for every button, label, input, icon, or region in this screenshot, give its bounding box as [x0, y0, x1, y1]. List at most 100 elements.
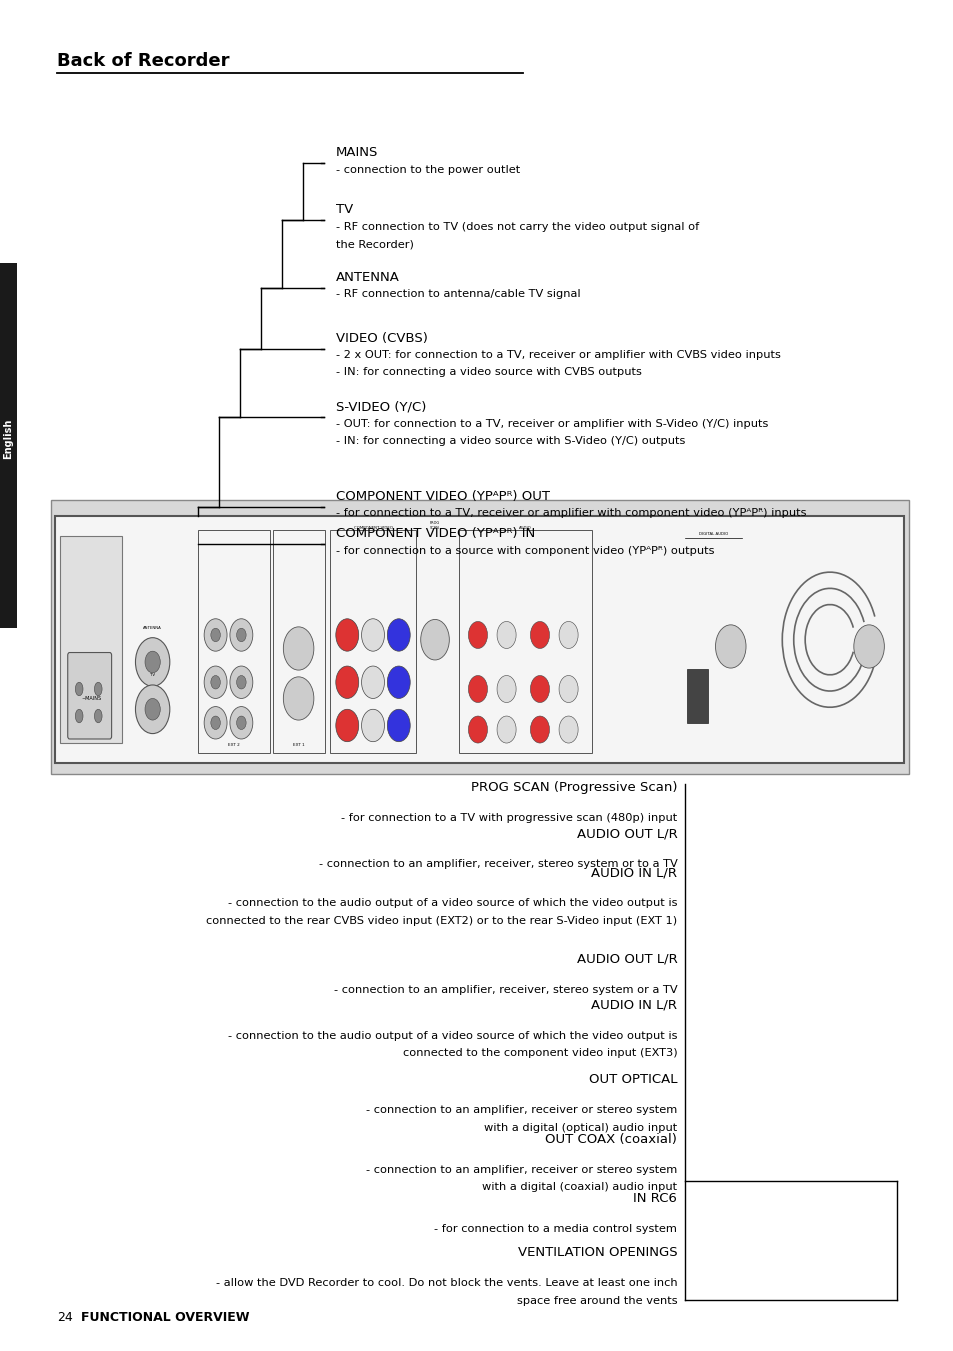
Text: - for connection to a source with component video (YPᴬPᴿ) outputs: - for connection to a source with compon… [335, 546, 714, 555]
Text: - connection to an amplifier, receiver, stereo system or a TV: - connection to an amplifier, receiver, … [334, 985, 677, 994]
Text: TV: TV [335, 203, 353, 216]
Circle shape [387, 619, 410, 651]
Text: MAINS: MAINS [335, 146, 377, 159]
Circle shape [387, 709, 410, 742]
Text: AUDIO OUT L/R: AUDIO OUT L/R [576, 827, 677, 840]
Text: - connection to the audio output of a video source of which the video output is: - connection to the audio output of a vi… [228, 898, 677, 908]
Circle shape [558, 621, 578, 648]
Circle shape [361, 666, 384, 698]
Circle shape [283, 627, 314, 670]
Text: - connection to the audio output of a video source of which the video output is: - connection to the audio output of a vi… [228, 1031, 677, 1040]
Bar [60, 536, 122, 743]
Text: - for connection to a media control system: - for connection to a media control syst… [434, 1224, 677, 1233]
Circle shape [530, 676, 549, 703]
Circle shape [361, 709, 384, 742]
Text: - OUT: for connection to a TV, receiver or amplifier with S-Video (Y/C) inputs: - OUT: for connection to a TV, receiver … [335, 419, 767, 428]
Text: English: English [4, 419, 13, 459]
Text: connected to the rear CVBS video input (EXT2) or to the rear S-Video input (EXT : connected to the rear CVBS video input (… [206, 916, 677, 925]
Text: OUT OPTICAL: OUT OPTICAL [588, 1073, 677, 1086]
Ellipse shape [94, 709, 102, 723]
Text: FUNCTIONAL OVERVIEW: FUNCTIONAL OVERVIEW [81, 1310, 250, 1324]
Circle shape [211, 676, 220, 689]
Text: AUDIO IN L/R: AUDIO IN L/R [591, 866, 677, 880]
Bar [55, 516, 903, 763]
Bar [330, 530, 416, 753]
Circle shape [468, 621, 487, 648]
Text: - RF connection to antenna/cable TV signal: - RF connection to antenna/cable TV sign… [335, 289, 579, 299]
Circle shape [236, 716, 246, 730]
Circle shape [715, 626, 745, 669]
Circle shape [335, 709, 358, 742]
Circle shape [497, 621, 516, 648]
Text: the Recorder): the Recorder) [335, 239, 414, 249]
Circle shape [211, 628, 220, 642]
Text: - connection to an amplifier, receiver or stereo system: - connection to an amplifier, receiver o… [366, 1105, 677, 1115]
Circle shape [230, 619, 253, 651]
Text: connected to the component video input (EXT3): connected to the component video input (… [402, 1048, 677, 1058]
Bar [273, 530, 325, 753]
Circle shape [361, 619, 384, 651]
Text: COMPONENT VIDEO (YPᴬPᴿ) OUT: COMPONENT VIDEO (YPᴬPᴿ) OUT [335, 489, 549, 503]
Circle shape [204, 707, 227, 739]
Text: TV: TV [150, 673, 155, 677]
Text: - RF connection to TV (does not carry the video output signal of: - RF connection to TV (does not carry th… [335, 222, 699, 231]
Text: PROG SCAN (Progressive Scan): PROG SCAN (Progressive Scan) [471, 781, 677, 794]
Text: ANTENNA: ANTENNA [335, 270, 399, 284]
Circle shape [468, 676, 487, 703]
Text: ~MAINS: ~MAINS [81, 696, 102, 701]
Text: - 2 x OUT: for connection to a TV, receiver or amplifier with CVBS video inputs: - 2 x OUT: for connection to a TV, recei… [335, 350, 780, 359]
Circle shape [387, 666, 410, 698]
Text: with a digital (optical) audio input: with a digital (optical) audio input [483, 1123, 677, 1132]
Circle shape [530, 621, 549, 648]
Text: - connection to an amplifier, receiver, stereo system or to a TV: - connection to an amplifier, receiver, … [318, 859, 677, 869]
Bar [458, 530, 592, 753]
Circle shape [468, 716, 487, 743]
Circle shape [853, 626, 883, 669]
Circle shape [135, 638, 170, 686]
Text: - for connection to a TV, receiver or amplifier with component video (YPᴬPᴿ) inp: - for connection to a TV, receiver or am… [335, 508, 805, 517]
Text: VIDEO (CVBS): VIDEO (CVBS) [335, 331, 427, 345]
Text: DIGITAL AUDIO: DIGITAL AUDIO [699, 532, 727, 536]
Text: 24: 24 [57, 1310, 73, 1324]
Bar [198, 530, 270, 753]
Circle shape [335, 619, 358, 651]
Text: - IN: for connecting a video source with CVBS outputs: - IN: for connecting a video source with… [335, 367, 641, 377]
Text: AUDIO IN L/R: AUDIO IN L/R [591, 998, 677, 1012]
Circle shape [145, 698, 160, 720]
Circle shape [335, 666, 358, 698]
Circle shape [135, 685, 170, 734]
Text: Back of Recorder: Back of Recorder [57, 53, 230, 70]
Bar [0, 263, 17, 628]
Text: - IN: for connecting a video source with S-Video (Y/C) outputs: - IN: for connecting a video source with… [335, 436, 684, 446]
Text: AUDIO: AUDIO [518, 526, 532, 530]
Text: S-VIDEO (Y/C): S-VIDEO (Y/C) [335, 400, 426, 413]
Circle shape [204, 666, 227, 698]
Bar [686, 669, 707, 723]
FancyBboxPatch shape [68, 653, 112, 739]
Ellipse shape [75, 682, 83, 696]
Text: with a digital (coaxial) audio input: with a digital (coaxial) audio input [481, 1182, 677, 1192]
Text: VENTILATION OPENINGS: VENTILATION OPENINGS [517, 1246, 677, 1259]
Text: PROG
SCAN: PROG SCAN [430, 521, 439, 530]
Ellipse shape [94, 682, 102, 696]
Circle shape [236, 628, 246, 642]
Text: - connection to an amplifier, receiver or stereo system: - connection to an amplifier, receiver o… [366, 1165, 677, 1174]
Circle shape [558, 716, 578, 743]
Circle shape [236, 676, 246, 689]
Text: IN RC6: IN RC6 [633, 1192, 677, 1205]
Text: space free around the vents: space free around the vents [517, 1296, 677, 1305]
Circle shape [530, 716, 549, 743]
Text: ANTENNA: ANTENNA [143, 626, 162, 630]
Text: COMPONENT VIDEO (YPᴬPᴿ) IN: COMPONENT VIDEO (YPᴬPᴿ) IN [335, 527, 535, 540]
Circle shape [230, 707, 253, 739]
Circle shape [420, 620, 449, 661]
Circle shape [283, 677, 314, 720]
Circle shape [145, 651, 160, 673]
Text: - connection to the power outlet: - connection to the power outlet [335, 165, 519, 174]
Text: COMPONENT VIDEO: COMPONENT VIDEO [354, 526, 392, 530]
Circle shape [204, 619, 227, 651]
Circle shape [230, 666, 253, 698]
Ellipse shape [75, 709, 83, 723]
Circle shape [497, 676, 516, 703]
Circle shape [211, 716, 220, 730]
